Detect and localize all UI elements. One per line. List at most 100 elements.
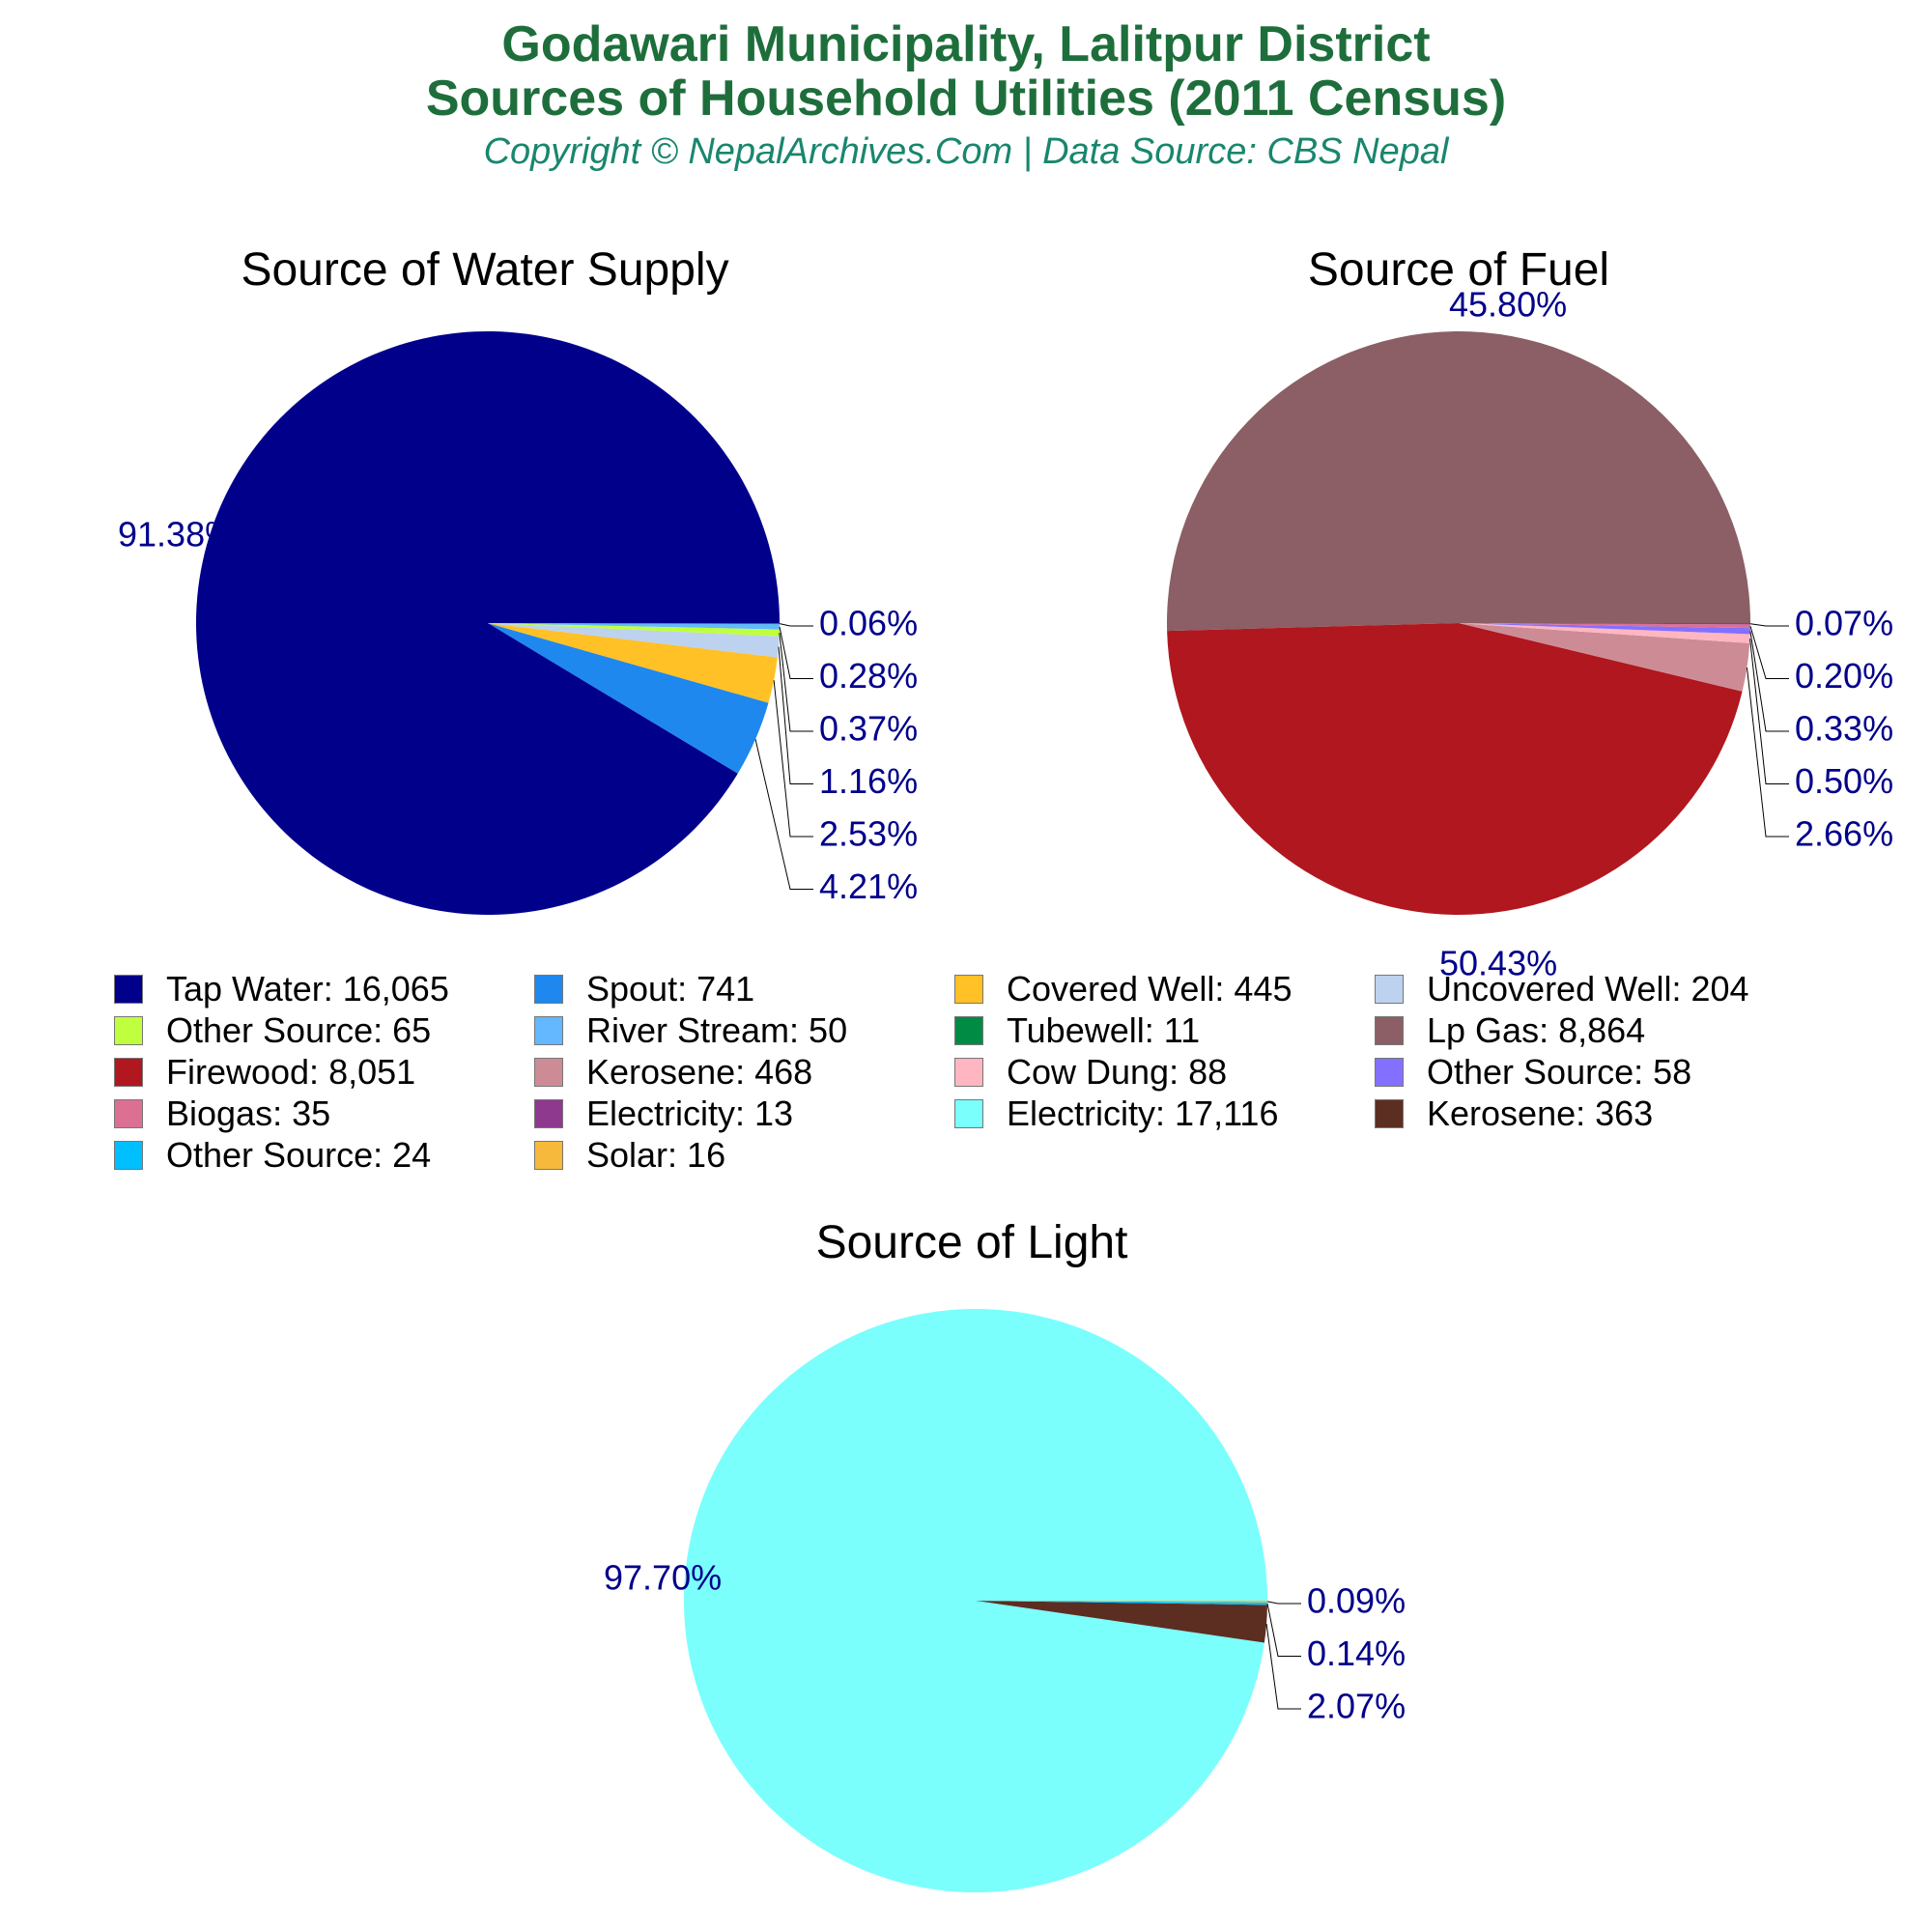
legend-label: Cow Dung: 88	[1007, 1052, 1228, 1092]
legend-swatch	[1375, 1058, 1404, 1087]
pie-title: Source of Light	[816, 1217, 1128, 1268]
legend-label: Other Source: 58	[1427, 1052, 1692, 1092]
pie-slice	[1459, 623, 1750, 635]
pie-slice	[488, 623, 780, 637]
pie-slice	[1167, 330, 1750, 632]
pie-percent-label: 0.50%	[1795, 761, 1893, 801]
legend-swatch	[954, 1016, 983, 1045]
pie-percent-label: 0.28%	[819, 656, 918, 696]
legend-swatch	[1375, 1016, 1404, 1045]
pie-percent-label: 2.66%	[1795, 814, 1893, 854]
legend-label: Tap Water: 16,065	[166, 969, 449, 1009]
legend-swatch	[954, 975, 983, 1004]
pie-leader-line	[779, 633, 813, 732]
legend-item: Tap Water: 16,065	[114, 969, 449, 1009]
pie-slice	[1459, 623, 1750, 629]
pie-leader-line	[773, 680, 813, 838]
legend-swatch	[114, 1016, 143, 1045]
pie-percent-label: 91.38%	[118, 515, 236, 554]
legend-swatch	[534, 1141, 563, 1170]
pie-slice	[976, 1601, 1267, 1603]
legend-item: Cow Dung: 88	[954, 1052, 1227, 1093]
legend-label: River Stream: 50	[586, 1010, 848, 1050]
legend-label: Firewood: 8,051	[166, 1052, 416, 1092]
legend-swatch	[954, 1058, 983, 1087]
pie-percent-label: 45.80%	[1449, 285, 1567, 325]
pie-slice	[488, 623, 780, 625]
legend-item: Kerosene: 363	[1375, 1094, 1653, 1134]
pie-leader-line	[1749, 623, 1789, 627]
pie-percent-label: 4.21%	[819, 867, 918, 906]
pie-chart-3: Source of Light 0.09% 0.14% 2.07% 97.70%	[604, 1217, 1406, 1892]
legend-item: Other Source: 65	[114, 1010, 431, 1051]
pie-slice	[1167, 623, 1743, 915]
pie-leader-line	[754, 739, 813, 890]
legend-item: Firewood: 8,051	[114, 1052, 415, 1093]
pie-percent-label: 97.70%	[604, 1558, 722, 1598]
legend-swatch	[954, 1099, 983, 1128]
pie-slice	[976, 1601, 1267, 1605]
legend-label: Tubewell: 11	[1007, 1010, 1201, 1050]
pie-leader-line	[1265, 1623, 1301, 1710]
pie-percent-label: 0.14%	[1307, 1634, 1406, 1673]
legend-swatch	[534, 1099, 563, 1128]
pie-chart-1: Source of Water Supply 0.06% 0.28% 0.37% 1.1…	[118, 244, 918, 915]
pie-leader-line	[1266, 1603, 1301, 1657]
pie-percent-label: 1.16%	[819, 761, 918, 801]
pie-slice	[1459, 623, 1750, 643]
legend-label: Spout: 741	[586, 969, 755, 1009]
legend-item: Biogas: 35	[114, 1094, 330, 1134]
legend-label: Biogas: 35	[166, 1094, 331, 1133]
pie-leader-line	[1746, 667, 1789, 838]
legend-item: Kerosene: 468	[534, 1052, 812, 1093]
pie-percent-label: 0.33%	[1795, 709, 1893, 749]
legend-label: Uncovered Well: 204	[1427, 969, 1749, 1009]
legend-label: Electricity: 17,116	[1007, 1094, 1279, 1133]
legend-item: Covered Well: 445	[954, 969, 1293, 1009]
legend-item: Electricity: 13	[534, 1094, 793, 1134]
legend-item: Electricity: 17,116	[954, 1094, 1278, 1134]
pie-percent-label: 0.20%	[1795, 656, 1893, 696]
legend-item: Solar: 16	[534, 1135, 725, 1176]
legend-swatch	[534, 1016, 563, 1045]
legend-item: Lp Gas: 8,864	[1375, 1010, 1645, 1051]
legend-label: Lp Gas: 8,864	[1427, 1010, 1646, 1050]
subtitle: Copyright © NepalArchives.Com | Data Sou…	[483, 131, 1449, 172]
legend-label: Solar: 16	[586, 1135, 726, 1175]
legend-swatch	[114, 975, 143, 1004]
pie-leader-line	[1749, 639, 1789, 784]
pie-title: Source of Fuel	[1308, 244, 1609, 296]
legend-swatch	[1375, 1099, 1404, 1128]
legend-item: Tubewell: 11	[954, 1010, 1200, 1051]
legend-swatch	[534, 975, 563, 1004]
legend-swatch	[114, 1099, 143, 1128]
pie-slice	[1459, 623, 1750, 692]
legend-label: Kerosene: 468	[586, 1052, 813, 1092]
pie-chart-2: Source of Fuel 0.07% 0.20% 0.33% 0.50% 2.66% 4…	[1167, 244, 1893, 983]
legend-item: Uncovered Well: 204	[1375, 969, 1749, 1009]
legend-item: River Stream: 50	[534, 1010, 847, 1051]
legend-swatch	[534, 1058, 563, 1087]
legend-item: Spout: 741	[534, 969, 754, 1009]
pie-slice	[1459, 623, 1750, 625]
pie-leader-line	[1266, 1601, 1301, 1605]
pie-leader-line	[778, 646, 813, 784]
pie-slice	[488, 623, 780, 630]
pie-slice	[976, 1601, 1267, 1643]
legend-label: Electricity: 13	[586, 1094, 794, 1133]
pie-percent-label: 0.06%	[819, 604, 918, 643]
pie-leader-line	[1749, 631, 1789, 732]
legend-item: Other Source: 58	[1375, 1052, 1691, 1093]
legend-label: Other Source: 24	[166, 1135, 432, 1175]
pie-percent-label: 0.07%	[1795, 604, 1893, 643]
pie-leader-line	[779, 626, 813, 679]
legend-label: Covered Well: 445	[1007, 969, 1293, 1009]
pie-percent-label: 2.07%	[1307, 1687, 1406, 1726]
legend-swatch	[114, 1141, 143, 1170]
legend-item: Other Source: 24	[114, 1135, 431, 1176]
pie-leader-line	[779, 623, 813, 627]
title-line-1: Godawari Municipality, Lalitpur District	[501, 16, 1431, 72]
pie-leader-line	[1749, 626, 1789, 679]
